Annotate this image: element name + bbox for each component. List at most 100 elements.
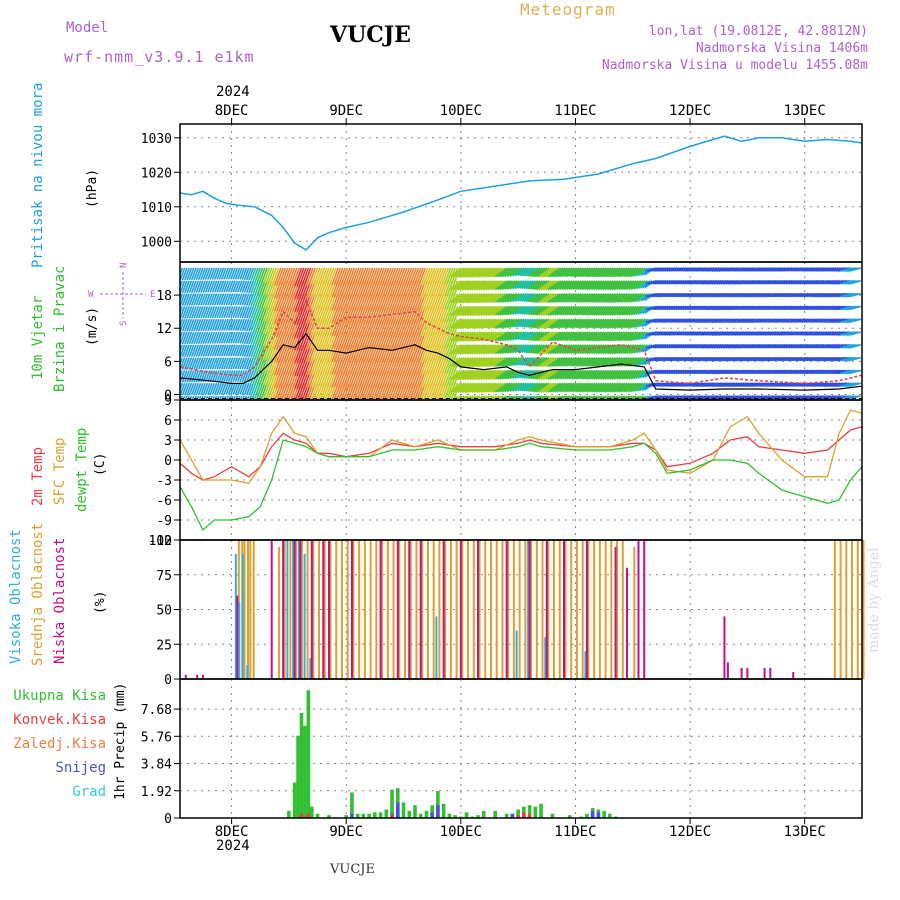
wind-arrow: [625, 382, 639, 393]
wind-arrow: [596, 395, 605, 400]
wind-arrow: [459, 395, 468, 400]
wind-arrow: [633, 305, 646, 316]
y-tick-label: 6: [164, 355, 172, 370]
wind-arrow: [633, 280, 646, 290]
wind-arrow: [232, 344, 239, 357]
wind-arrow: [227, 267, 234, 280]
y-tick-label: 0: [164, 673, 172, 688]
wind-arrow: [631, 395, 639, 400]
wind-arrow: [563, 280, 578, 290]
wind-arrow: [559, 331, 573, 342]
wind-arrow: [184, 395, 188, 400]
wind-arrow: [561, 292, 575, 303]
wind-arrow: [514, 395, 523, 400]
wind-arrow: [367, 267, 376, 286]
wind-arrow: [478, 280, 493, 291]
wind-arrow: [261, 306, 268, 321]
wind-arrow: [577, 356, 591, 367]
wind-arrow: [542, 280, 557, 291]
wind-arrow: [259, 267, 266, 283]
wind-arrow: [545, 382, 559, 393]
wind-arrow: [523, 318, 536, 328]
wind-arrow: [478, 356, 493, 368]
wind-arrow: [211, 318, 218, 332]
wind-arrow: [588, 305, 603, 316]
wind-arrow: [450, 382, 465, 394]
wind-arrow: [633, 382, 646, 393]
wind-arrow: [527, 292, 541, 303]
wind-arrow: [529, 369, 543, 380]
wind-arrow: [556, 280, 571, 291]
wind-arrow: [549, 305, 564, 316]
wind-arrow: [478, 292, 493, 304]
rain-total-bar: [539, 803, 543, 818]
wind-arrow: [250, 382, 257, 396]
wind-arrow: [232, 382, 239, 395]
rain-total-bar: [550, 813, 555, 818]
wind-arrow: [473, 331, 488, 342]
wind-arrow: [485, 267, 500, 278]
snow-bar: [510, 813, 515, 818]
rain-convective-bar: [522, 812, 526, 818]
wind-arrow: [573, 356, 587, 367]
wind-arrow: [225, 357, 232, 370]
wind-arrow: [490, 331, 504, 342]
wind-arrow: [527, 305, 541, 316]
wind-arrow: [621, 318, 635, 329]
wind-arrow: [545, 292, 559, 304]
wind-arrow: [243, 267, 250, 281]
wind-arrow: [466, 344, 481, 355]
wind-arrow: [471, 292, 486, 304]
wind-arrow: [628, 344, 642, 354]
wind-arrow: [505, 395, 513, 400]
wind-arrow: [466, 331, 481, 342]
wind-arrow: [195, 293, 202, 306]
wind-arrow: [519, 318, 532, 328]
wind-arrow: [635, 369, 649, 379]
rain-total-bar: [527, 805, 532, 818]
wind-arrow: [630, 305, 644, 316]
wind-arrow: [473, 369, 488, 381]
wind-arrow: [490, 292, 504, 304]
wind-arrow: [243, 370, 250, 383]
wind-arrow: [212, 395, 216, 400]
wind-arrow: [457, 280, 472, 291]
wind-arrow: [531, 356, 545, 367]
wind-arrow: [220, 357, 227, 370]
wind-arrow: [480, 369, 495, 381]
wind-arrow: [559, 292, 573, 303]
wind-arrow: [635, 344, 649, 354]
wind-arrow: [234, 344, 241, 357]
wind-arrow: [555, 395, 564, 400]
wind-arrow: [609, 382, 623, 393]
wind-arrow: [582, 318, 596, 329]
wind-arrow: [243, 318, 250, 332]
wind-arrow: [578, 395, 587, 400]
wind-arrow: [600, 305, 614, 316]
wind-arrow: [529, 382, 543, 393]
wind-arrow: [450, 267, 465, 278]
wind-arrow: [609, 331, 623, 342]
wind-arrow: [602, 292, 617, 304]
wind-arrow: [232, 357, 239, 370]
wind-arrow: [338, 267, 346, 286]
rain-convective-bar: [306, 813, 311, 818]
wind-arrow: [492, 280, 506, 291]
rain-total-bar: [585, 813, 589, 818]
wind-arrow: [573, 305, 587, 316]
wind-arrow: [579, 318, 594, 329]
rain-total-bar: [310, 806, 314, 818]
wind-arrow: [184, 306, 190, 319]
wind-arrow: [506, 292, 520, 303]
wind-arrow: [180, 318, 186, 332]
wind-arrow: [473, 395, 481, 400]
wind-arrow: [549, 267, 564, 278]
wind-arrow: [450, 292, 465, 304]
wind-arrow: [545, 305, 559, 316]
wind-arrow: [230, 370, 236, 383]
wind-arrow: [218, 267, 225, 280]
wind-arrow: [552, 356, 566, 367]
wind-arrow: [250, 267, 257, 281]
wind-arrow: [471, 318, 486, 330]
wind-arrow: [253, 395, 257, 400]
